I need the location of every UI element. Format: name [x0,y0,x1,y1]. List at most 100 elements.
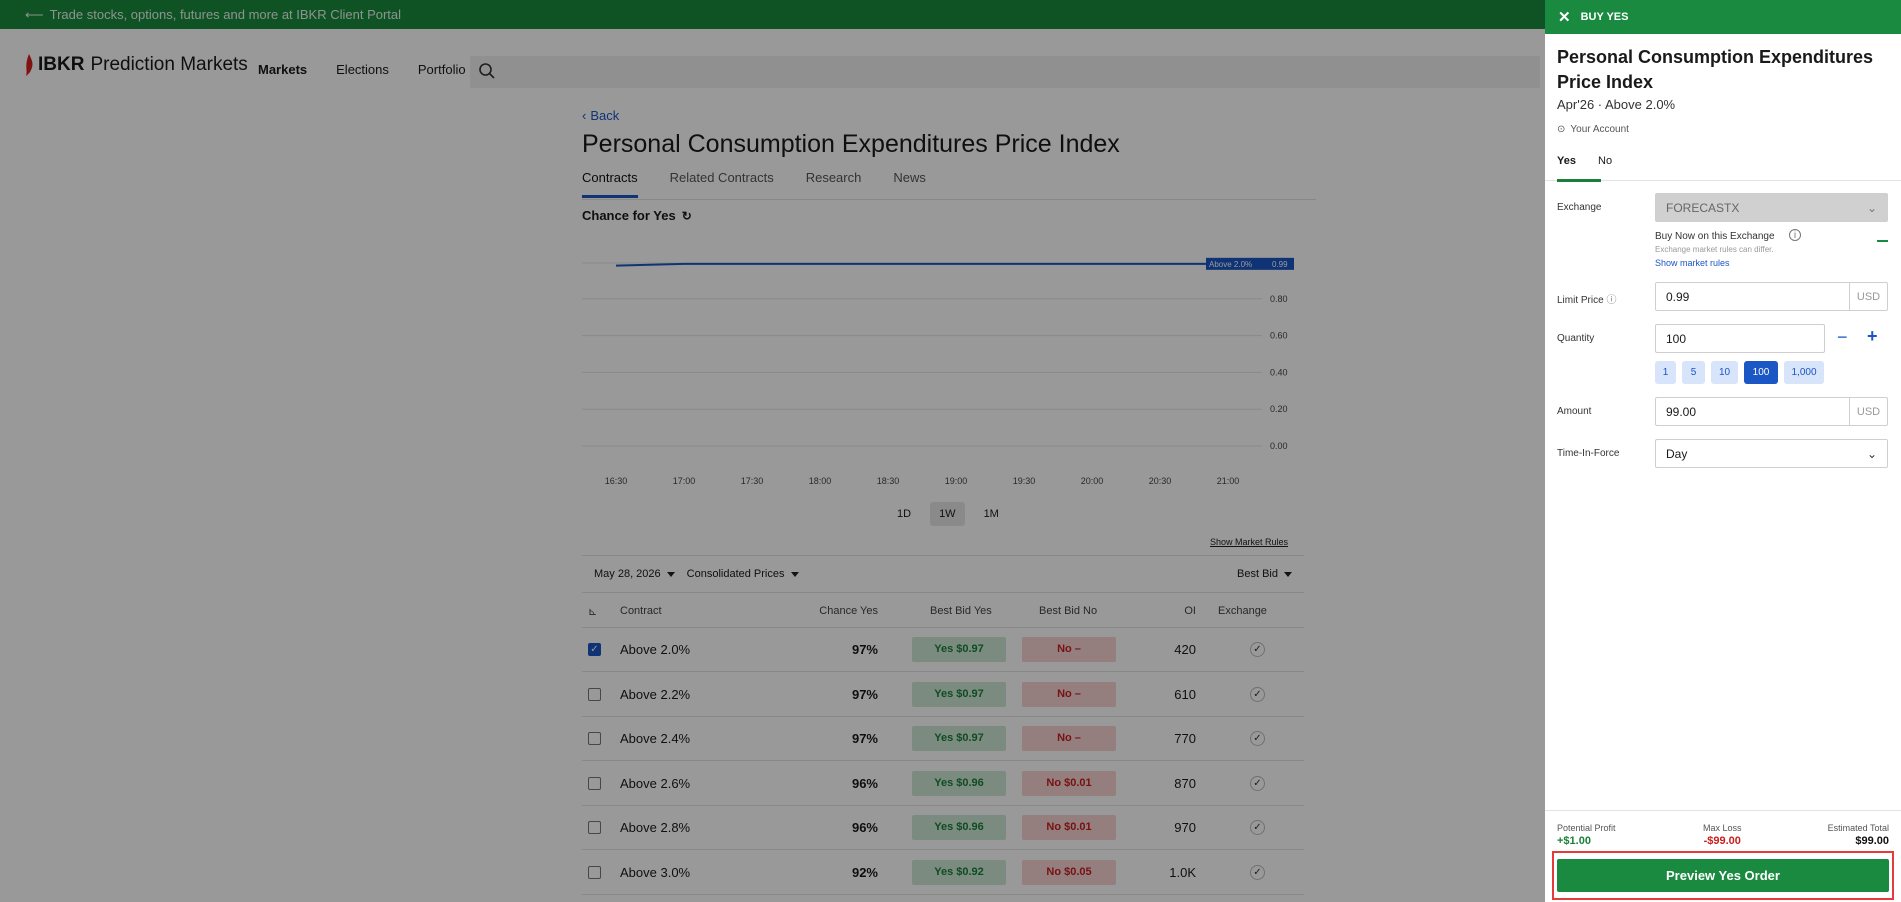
buy-no-button[interactable]: No – [1022,637,1116,662]
chart-toggle-icon[interactable]: ⊾ [588,606,598,618]
amount-input[interactable]: 99.00 USD [1655,397,1888,426]
y-tick-label: 0.80 [1270,294,1288,304]
range-1w[interactable]: 1W [930,502,965,526]
back-link[interactable]: ‹ Back [582,108,619,123]
chance-label: Chance for Yes [582,208,676,223]
date-dropdown[interactable]: May 28, 2026 [594,568,675,580]
buy-yes-button[interactable]: Yes $0.96 [912,815,1006,840]
total-value: $99.00 [1855,835,1889,847]
tab-contracts[interactable]: Contracts [582,170,638,198]
exchange-select[interactable]: FORECASTX ⌄ [1655,193,1888,222]
row-checkbox[interactable] [588,687,601,701]
buy-no-button[interactable]: No $0.01 [1022,770,1116,796]
table-row[interactable]: ✓ Above 2.0% 97% Yes $0.97 No – 420 ✓ [582,628,1304,672]
exchange-check-icon: ✓ [1250,686,1265,702]
show-market-rules-link[interactable]: Show Market Rules [1210,537,1289,547]
modal-backdrop[interactable] [0,0,1545,902]
tif-select[interactable]: Day ⌄ [1655,439,1888,468]
table-header: ⊾ Contract Chance Yes Best Bid Yes Best … [582,596,1304,628]
row-checkbox[interactable] [588,865,601,879]
info-icon[interactable]: i [1789,229,1801,241]
buy-yes-button[interactable]: Yes $0.92 [912,859,1006,885]
close-icon[interactable]: ✕ [1558,9,1571,26]
tab-no[interactable]: No [1598,155,1613,167]
open-interest: 1.0K [1169,864,1196,880]
collapse-icon[interactable] [1877,240,1888,242]
range-1m[interactable]: 1M [983,508,999,520]
preview-order-button[interactable]: Preview Yes Order [1557,859,1889,892]
contract-label: Above 2.2% [620,686,691,702]
tif-value: Day [1666,446,1688,461]
prices-dropdown[interactable]: Consolidated Prices [687,568,799,580]
nav-portfolio[interactable]: Portfolio [417,62,466,77]
quantity-input[interactable]: 100 [1655,324,1825,353]
qty-preset-5[interactable]: 5 [1682,361,1705,384]
tab-research[interactable]: Research [805,170,862,185]
preview-highlight: Preview Yes Order [1552,851,1894,900]
row-checkbox[interactable] [588,776,601,790]
table-row[interactable]: Above 2.4% 97% Yes $0.97 No – 770 ✓ [582,717,1304,761]
exchange-check-icon: ✓ [1250,642,1265,657]
range-selector: 1D 1W 1M [888,502,1008,526]
limit-label-text: Limit Price [1557,295,1604,306]
chance-value: 97% [851,686,878,702]
decrement-button[interactable]: − [1837,327,1848,347]
buy-no-button[interactable]: No $0.05 [1022,859,1116,885]
limit-price-input[interactable]: 0.99 USD [1655,282,1888,311]
x-tick-label: 21:00 [1217,476,1240,486]
buy-yes-button[interactable]: Yes $0.96 [912,770,1006,796]
tab-news[interactable]: News [893,170,926,185]
col-chance: Chance Yes [819,605,878,617]
buy-yes-button[interactable]: Yes $0.97 [912,681,1006,707]
brand-product: Prediction Markets [90,54,248,75]
contract-label: Above 2.8% [620,820,691,835]
order-subtitle: Apr'26 · Above 2.0% [1557,97,1676,112]
row-checkbox[interactable] [588,821,601,834]
range-1d[interactable]: 1D [897,508,912,520]
sort-dropdown[interactable]: Best Bid [1237,568,1292,580]
nav-markets[interactable]: Markets [258,62,308,77]
exchange-check-icon: ✓ [1250,820,1265,835]
info-icon[interactable]: ⓘ [1606,295,1617,306]
qty-preset-1000[interactable]: 1,000 [1784,361,1824,384]
loss-value: -$99.00 [1703,835,1741,847]
chance-value: 97% [851,731,878,746]
buy-now-text: Buy Now on this Exchange [1655,231,1775,242]
increment-button[interactable]: + [1867,326,1878,346]
tab-related-contracts[interactable]: Related Contracts [669,170,774,185]
buy-yes-button[interactable]: Yes $0.97 [912,637,1006,662]
table-row[interactable]: Above 2.6% 96% Yes $0.96 No $0.01 870 ✓ [582,762,1304,806]
x-tick-label: 18:00 [809,476,832,486]
account-label: Your Account [1570,124,1629,135]
series-end-tag [1206,257,1268,270]
show-rules-link[interactable]: Show market rules [1655,258,1730,268]
caret-down-icon [790,571,799,577]
row-checkbox[interactable]: ✓ [588,643,601,656]
brand-logo[interactable]: IBKR Prediction Markets [24,54,248,76]
refresh-icon[interactable]: ↻ [681,208,692,223]
search-icon[interactable] [478,62,496,80]
buy-no-button[interactable]: No $0.01 [1022,815,1116,840]
order-title: Personal Consumption Expenditures Price … [1557,47,1874,92]
table-row[interactable]: Above 2.2% 97% Yes $0.97 No – 610 ✓ [582,673,1304,717]
chance-value: 96% [851,775,878,791]
search-input[interactable] [470,56,1540,88]
amount-currency: USD [1849,398,1887,425]
account-selector[interactable]: ⊙ Your Account [1557,124,1629,135]
col-contract: Contract [620,605,662,617]
table-row[interactable]: Above 3.0% 92% Yes $0.92 No $0.05 1.0K ✓ [582,851,1304,895]
qty-preset-100[interactable]: 100 [1744,361,1778,384]
quantity-label: Quantity [1557,333,1595,344]
open-interest: 870 [1174,775,1196,791]
table-row[interactable]: Above 2.8% 96% Yes $0.96 No $0.01 970 ✓ [582,806,1304,850]
open-interest: 610 [1174,686,1196,702]
nav-elections[interactable]: Elections [336,62,389,77]
tab-yes[interactable]: Yes [1557,155,1601,182]
buy-no-button[interactable]: No – [1022,726,1116,751]
chance-value: 97% [851,642,878,657]
qty-preset-1[interactable]: 1 [1655,361,1676,384]
buy-no-button[interactable]: No – [1022,681,1116,707]
row-checkbox[interactable] [588,732,601,745]
qty-preset-10[interactable]: 10 [1711,361,1738,384]
buy-yes-button[interactable]: Yes $0.97 [912,726,1006,751]
